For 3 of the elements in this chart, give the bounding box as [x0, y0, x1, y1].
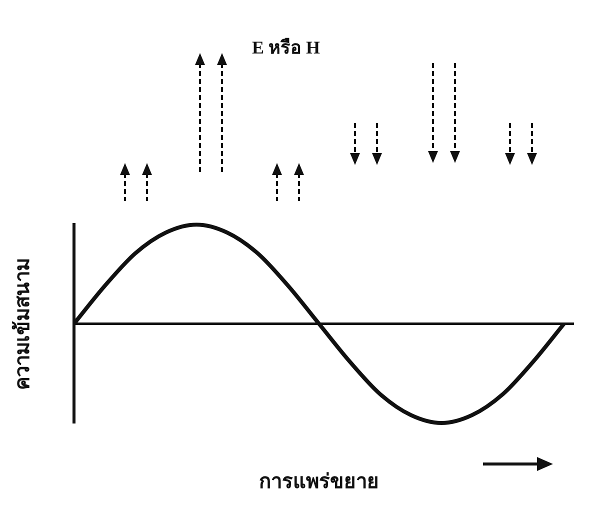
- chart-title: E หรือ H: [252, 37, 320, 58]
- y-axis-title: ความเข้มสนาม: [11, 258, 34, 390]
- x-axis-title: การแพร่ขยาย: [259, 471, 379, 494]
